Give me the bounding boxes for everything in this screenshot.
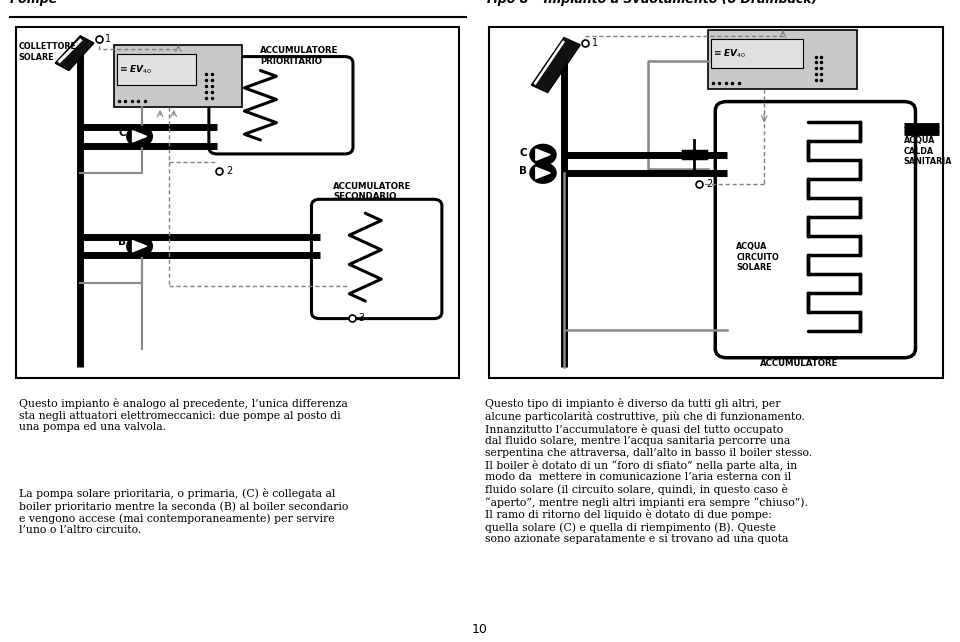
Text: $\equiv$EV$_4$$_0$: $\equiv$EV$_4$$_0$ [118, 64, 153, 76]
Polygon shape [530, 144, 556, 165]
FancyBboxPatch shape [209, 56, 353, 154]
Text: 2: 2 [227, 166, 232, 176]
Text: COLLETTORE
SOLARE: COLLETTORE SOLARE [19, 42, 77, 62]
Bar [710, 39, 803, 68]
Text: ACQUA
CIRCUITO
SOLARE: ACQUA CIRCUITO SOLARE [736, 242, 779, 272]
Polygon shape [536, 168, 550, 178]
Text: ACCUMULATORE
SECONDARIO: ACCUMULATORE SECONDARIO [333, 182, 412, 201]
Text: Tipo 7 – Impianto con Due Serbatoi a Priorità e Due
Pompe: Tipo 7 – Impianto con Due Serbatoi a Pri… [10, 0, 372, 6]
Text: ACCUMULATORE: ACCUMULATORE [759, 359, 838, 368]
Text: Tipo 8 – Impianto a Svuotamento (o Drainback): Tipo 8 – Impianto a Svuotamento (o Drain… [485, 0, 817, 6]
Polygon shape [127, 126, 153, 146]
FancyBboxPatch shape [715, 101, 916, 358]
Polygon shape [536, 149, 550, 160]
Polygon shape [534, 40, 564, 85]
Text: Questo tipo di impianto è diverso da tutti gli altri, per
alcune particolarità c: Questo tipo di impianto è diverso da tut… [485, 398, 812, 544]
Text: 2: 2 [706, 179, 712, 189]
Bar [708, 30, 857, 89]
Polygon shape [132, 131, 147, 142]
Polygon shape [55, 36, 94, 71]
Text: 1: 1 [592, 38, 598, 48]
Bar [117, 54, 196, 85]
Polygon shape [58, 39, 83, 64]
Text: Questo impianto è analogo al precedente, l’unica differenza
sta negli attuatori : Questo impianto è analogo al precedente,… [19, 398, 348, 432]
Text: 10: 10 [472, 623, 488, 636]
FancyBboxPatch shape [311, 199, 442, 318]
Polygon shape [132, 241, 147, 252]
Polygon shape [532, 38, 580, 92]
Text: C: C [519, 148, 527, 158]
Polygon shape [127, 236, 153, 256]
Text: B: B [118, 238, 126, 247]
Text: ACCUMULATORE
PRIORITARIO: ACCUMULATORE PRIORITARIO [260, 46, 339, 65]
Text: ACQUA
CALDA
SANITARIA: ACQUA CALDA SANITARIA [904, 136, 952, 166]
Text: La pompa solare prioritaria, o primaria, (C) è collegata al
boiler prioritario m: La pompa solare prioritaria, o primaria,… [19, 489, 348, 535]
Polygon shape [530, 162, 556, 183]
Text: 3: 3 [358, 313, 365, 322]
Text: $\equiv$EV$_4$$_0$: $\equiv$EV$_4$$_0$ [712, 48, 746, 60]
Text: B: B [518, 166, 527, 176]
Text: 1: 1 [106, 35, 111, 44]
Bar [114, 45, 242, 107]
Text: C: C [118, 128, 126, 137]
